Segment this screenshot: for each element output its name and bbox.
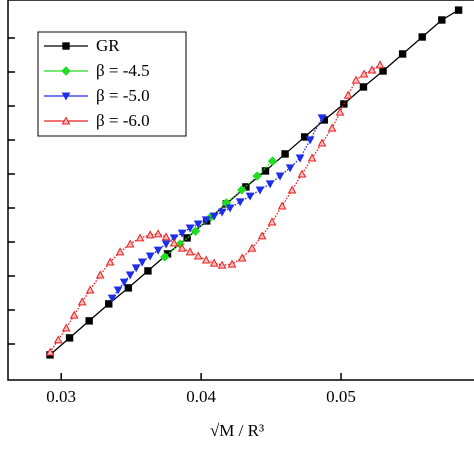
plot-frame <box>7 0 474 381</box>
marker <box>343 90 353 99</box>
marker <box>69 310 79 319</box>
marker <box>245 192 255 201</box>
marker <box>295 154 305 163</box>
marker <box>153 246 163 255</box>
legend-marker <box>61 116 71 125</box>
marker <box>265 180 275 189</box>
x-tick-label: 0.05 <box>326 387 356 406</box>
marker <box>375 60 385 69</box>
marker <box>261 167 270 175</box>
marker <box>53 335 63 344</box>
marker <box>77 297 87 306</box>
marker <box>297 169 307 178</box>
marker <box>247 243 257 252</box>
marker <box>327 123 337 132</box>
legend-label: GR <box>96 36 120 55</box>
marker <box>201 216 211 225</box>
marker <box>193 251 203 260</box>
marker <box>225 204 235 213</box>
marker <box>153 229 163 238</box>
marker <box>359 83 368 91</box>
marker <box>177 229 187 238</box>
marker <box>275 172 285 181</box>
marker <box>125 271 135 280</box>
marker <box>161 240 171 249</box>
legend-marker <box>61 66 71 76</box>
marker <box>255 186 265 195</box>
marker <box>85 285 95 294</box>
marker <box>398 50 407 58</box>
marker <box>124 284 133 292</box>
marker <box>177 243 187 252</box>
marker <box>161 232 171 241</box>
x-axis-label: √M / R³ <box>210 421 264 440</box>
legend-label: β = -6.0 <box>96 111 150 130</box>
marker <box>267 156 278 166</box>
marker <box>185 224 195 233</box>
legend-label: β = -4.5 <box>96 61 150 80</box>
marker <box>115 247 125 256</box>
marker <box>193 220 203 229</box>
marker <box>217 208 227 217</box>
marker <box>267 217 277 226</box>
marker <box>359 69 369 78</box>
marker <box>185 247 195 256</box>
marker <box>235 198 245 207</box>
marker <box>379 67 387 75</box>
marker <box>277 201 287 210</box>
marker <box>418 33 426 41</box>
legend-marker <box>62 42 70 50</box>
marker <box>335 107 345 116</box>
series-line <box>111 117 323 299</box>
marker <box>317 114 327 123</box>
marker <box>85 317 93 325</box>
legend-marker <box>61 92 71 101</box>
marker <box>454 6 463 14</box>
marker <box>227 259 237 268</box>
legend-label: β = -5.0 <box>96 86 150 105</box>
marker <box>285 164 295 173</box>
marker <box>119 278 129 287</box>
marker <box>113 286 123 295</box>
marker <box>209 258 219 267</box>
marker <box>317 138 327 147</box>
marker <box>217 260 227 269</box>
marker <box>45 347 55 356</box>
marker <box>438 16 446 24</box>
marker <box>252 171 262 181</box>
marker <box>105 257 115 266</box>
marker <box>183 234 191 242</box>
marker <box>95 270 105 279</box>
marker <box>237 253 247 262</box>
marker <box>236 185 247 195</box>
marker <box>307 153 317 162</box>
marker <box>105 300 113 308</box>
marker <box>125 239 135 248</box>
marker <box>287 185 297 194</box>
marker <box>61 323 71 332</box>
marker <box>367 65 377 74</box>
marker <box>144 267 152 275</box>
marker <box>190 226 201 236</box>
marker <box>145 252 155 261</box>
marker <box>131 264 141 273</box>
marker <box>137 258 147 267</box>
x-tick-label: 0.03 <box>46 387 76 406</box>
marker <box>169 238 179 247</box>
x-tick-label: 0.04 <box>186 387 216 406</box>
marker <box>145 230 155 239</box>
marker <box>305 136 315 145</box>
marker <box>351 75 361 84</box>
marker <box>160 252 170 262</box>
marker <box>209 212 219 221</box>
marker <box>201 255 211 264</box>
marker <box>257 231 267 240</box>
marker <box>107 294 117 303</box>
marker <box>281 150 289 158</box>
marker <box>65 334 74 342</box>
marker <box>135 233 145 242</box>
marker <box>169 234 179 243</box>
